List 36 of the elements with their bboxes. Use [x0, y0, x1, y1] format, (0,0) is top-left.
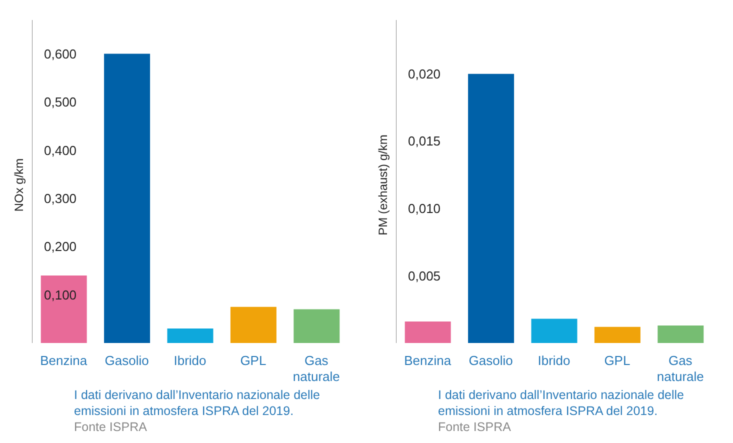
- y-tick-label: 0,600: [44, 46, 77, 62]
- y-axis-title: NOx g/km: [12, 158, 26, 212]
- bar: [594, 326, 640, 343]
- y-tick-label: 0,200: [44, 239, 77, 254]
- y-axis-title: PM (exhaust) g/km: [376, 134, 390, 236]
- x-tick-label: Benzina: [404, 353, 452, 368]
- y-tick-label: 0,300: [44, 190, 77, 206]
- bar: [404, 321, 451, 343]
- y-tick-label: 0,100: [44, 287, 77, 302]
- bar: [167, 328, 214, 343]
- x-tick-label: Ibrido: [174, 353, 206, 368]
- source-note: Fonte ISPRA: [438, 419, 512, 435]
- bar: [468, 74, 514, 343]
- bar: [658, 326, 704, 343]
- y-tick-label: 0,010: [408, 201, 441, 216]
- x-tick-label: Gasolio: [468, 353, 513, 368]
- x-tick-label: Benzina: [40, 353, 88, 368]
- x-tick-label: Gas naturale: [292, 353, 340, 384]
- bar: [230, 306, 276, 343]
- bar: [294, 309, 340, 343]
- text: I dati derivano dall’Inventario nazionale delle emissioni in atmosfera ISPRA del 2019.: [74, 387, 321, 419]
- y-tick-label: 0,400: [44, 142, 77, 158]
- bar: [104, 54, 150, 343]
- x-tick-label: GPL: [604, 353, 630, 368]
- x-tick-label: GPL: [240, 353, 266, 368]
- x-tick-label: Gasolio: [104, 353, 149, 368]
- x-tick-label: Ibrido: [538, 353, 570, 368]
- bar: [531, 318, 578, 343]
- y-tick-label: 0,020: [408, 66, 441, 82]
- source-note: Fonte ISPRA: [74, 419, 148, 435]
- y-tick-label: 0,500: [44, 94, 77, 110]
- y-tick-label: 0,015: [408, 134, 441, 149]
- bar: [40, 276, 87, 343]
- x-tick-label: Gas naturale: [656, 353, 704, 384]
- text: I dati derivano dall’Inventario nazionale delle emissioni in atmosfera ISPRA del 2019.: [438, 387, 685, 419]
- y-tick-label: 0,005: [408, 268, 441, 284]
